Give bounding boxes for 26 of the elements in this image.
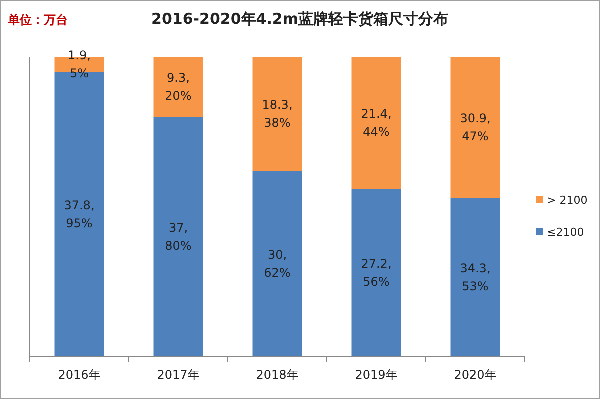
x-tick-label: 2018年 (256, 368, 299, 382)
chart-title: 2016-2020年4.2m蓝牌轻卡货箱尺寸分布 (152, 10, 448, 28)
data-label: 21.4, 44% (361, 107, 392, 139)
data-label: 9.3, 20% (165, 71, 192, 103)
x-tick-label: 2016年 (58, 368, 101, 382)
x-tick-label: 2017年 (157, 368, 200, 382)
data-label: 30, 62% (264, 248, 291, 280)
data-label: 37.8, 95% (64, 198, 95, 230)
data-label: 37, 80% (165, 221, 192, 253)
text: 单位：万台 (7, 13, 68, 27)
bar (154, 117, 204, 357)
bar (450, 57, 500, 198)
bar (154, 57, 204, 117)
legend-label: > 2100 (547, 194, 588, 207)
data-label: 34.3, 53% (460, 262, 491, 294)
data-label: 30.9, 47% (460, 112, 491, 144)
bar (352, 189, 402, 357)
bar (252, 171, 302, 357)
bar (450, 198, 500, 357)
data-label: 27.2, 56% (361, 257, 392, 289)
x-tick-label: 2019年 (355, 368, 398, 382)
bar (352, 57, 402, 189)
legend-label: ≤2100 (547, 226, 584, 239)
x-tick-label: 2020年 (454, 368, 497, 382)
bar (252, 57, 302, 171)
data-label: 18.3, 38% (262, 98, 293, 130)
